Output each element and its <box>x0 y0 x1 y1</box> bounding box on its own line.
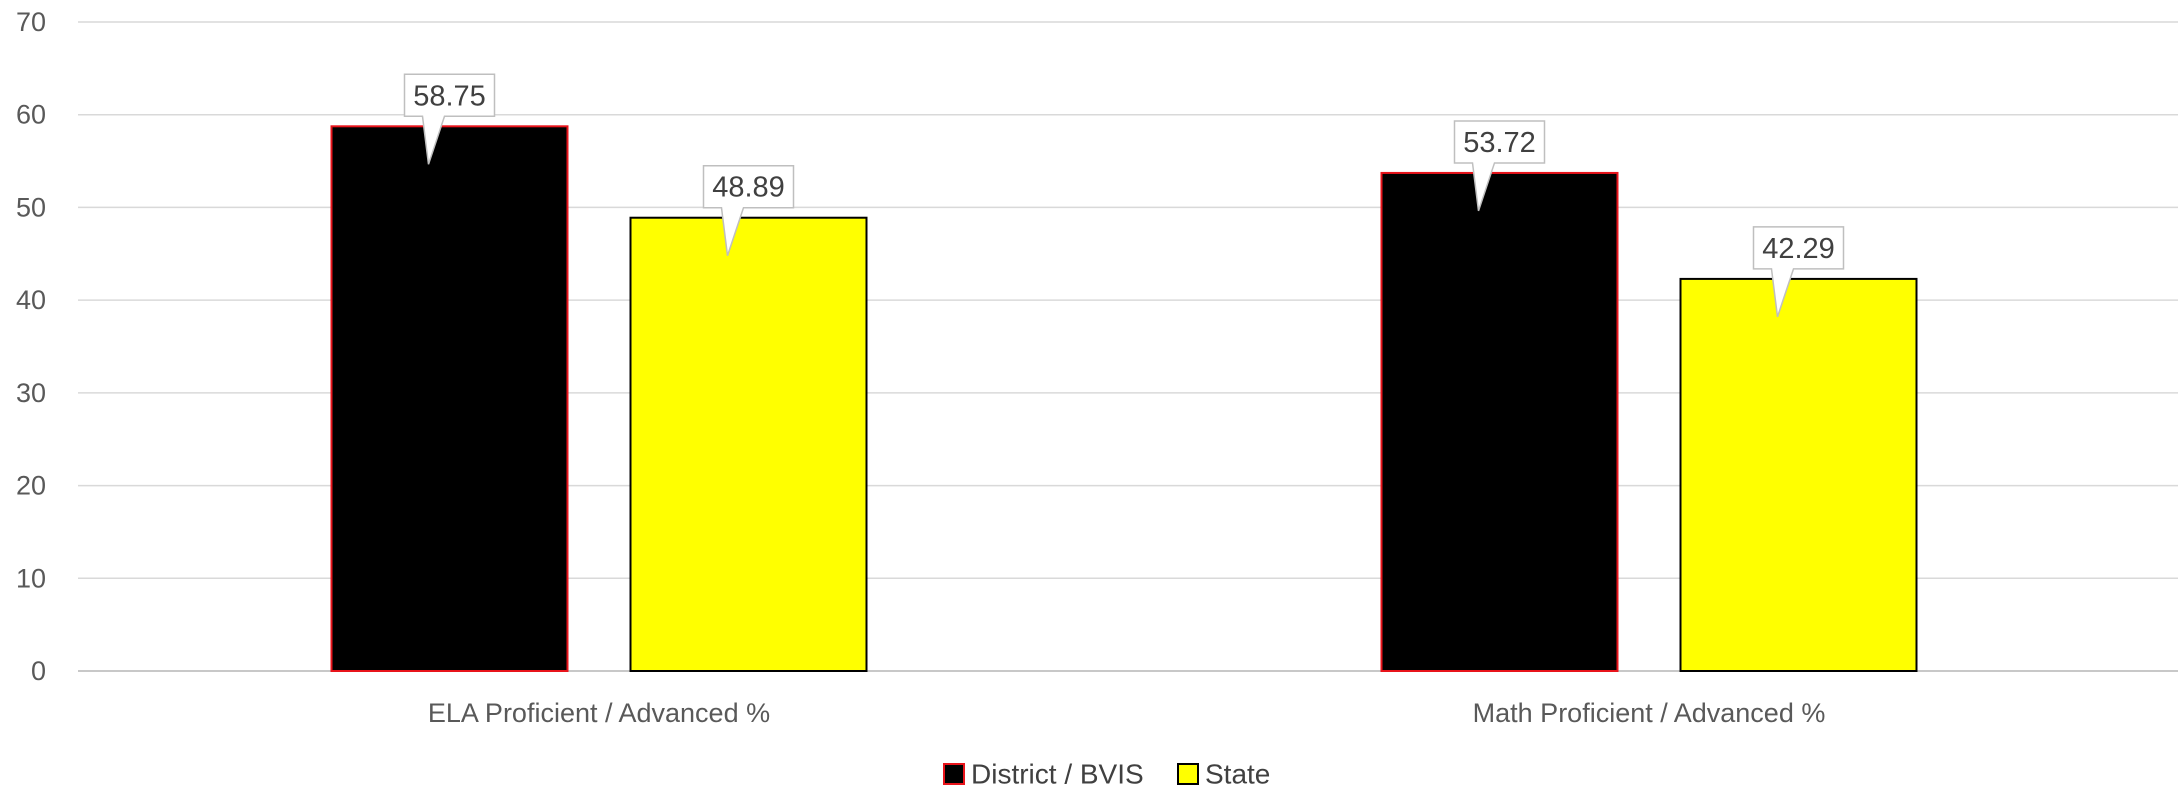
data-label-callout: 48.89 <box>702 164 795 256</box>
y-tick-label: 50 <box>16 192 46 222</box>
legend-label: District / BVIS <box>971 759 1144 790</box>
data-label: 58.75 <box>413 80 486 112</box>
bar-state-1 <box>1679 277 1918 672</box>
data-label-callout: 58.75 <box>403 73 496 165</box>
legend: District / BVIS State <box>943 759 1270 790</box>
y-tick-label: 20 <box>16 471 46 501</box>
y-tick-label: 70 <box>16 7 46 37</box>
legend-item-state: State <box>1177 759 1270 790</box>
x-category-label: ELA Proficient / Advanced % <box>428 698 770 728</box>
bar-district-0 <box>330 125 569 672</box>
bar-state-0 <box>629 216 868 673</box>
y-tick-label: 10 <box>16 563 46 593</box>
data-label: 53.72 <box>1463 127 1536 159</box>
bar-district-1 <box>1380 171 1619 673</box>
bars <box>330 125 1918 673</box>
y-tick-label: 0 <box>31 656 46 686</box>
y-axis-tick-labels: 0 10 20 30 40 50 60 70 <box>16 7 46 686</box>
data-label: 48.89 <box>712 172 785 204</box>
data-label-callout: 53.72 <box>1453 120 1546 212</box>
callout-box <box>1752 226 1845 318</box>
x-category-label: Math Proficient / Advanced % <box>1473 698 1826 728</box>
callout-box <box>403 73 496 165</box>
data-label: 42.29 <box>1762 233 1835 265</box>
data-label-callout: 42.29 <box>1752 226 1845 318</box>
data-labels: 58.75 48.89 53.72 42.29 <box>403 73 1845 318</box>
y-tick-label: 30 <box>16 378 46 408</box>
callout-box <box>702 164 795 256</box>
legend-swatch <box>943 763 965 785</box>
y-tick-label: 40 <box>16 285 46 315</box>
legend-swatch <box>1177 763 1199 785</box>
y-tick-label: 60 <box>16 100 46 130</box>
legend-label: State <box>1205 759 1270 790</box>
x-axis-category-labels: ELA Proficient / Advanced % Math Proficie… <box>428 698 1825 728</box>
callout-box <box>1453 120 1546 212</box>
legend-item-district: District / BVIS <box>943 759 1144 790</box>
